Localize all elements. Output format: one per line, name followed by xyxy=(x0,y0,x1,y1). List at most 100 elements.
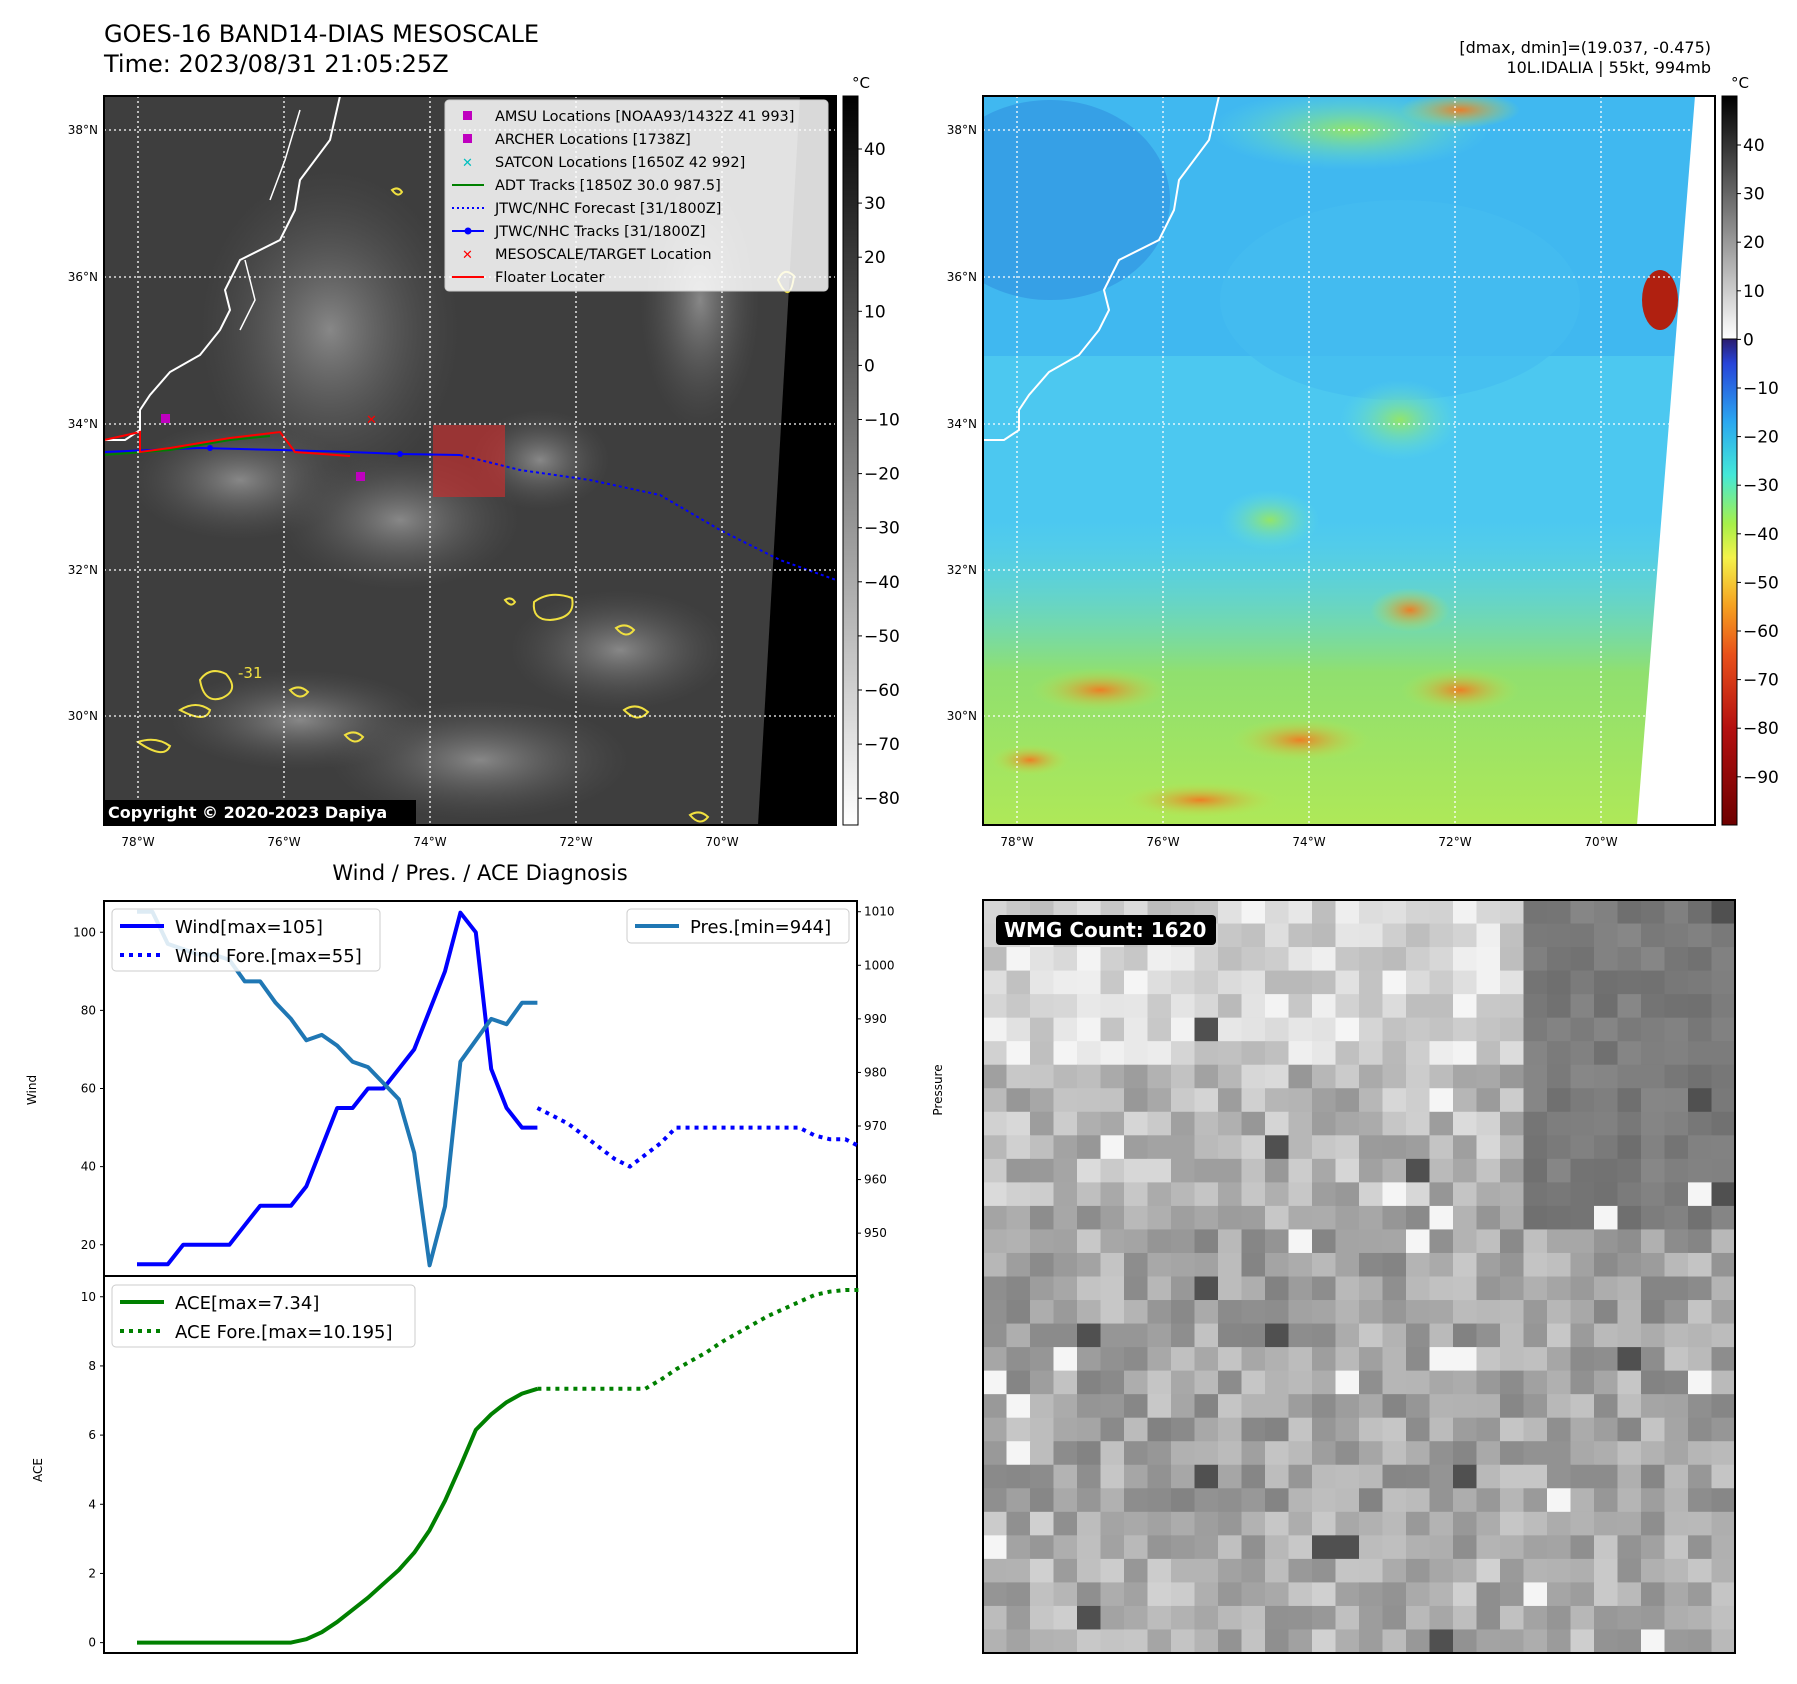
color-lat-label: 30°N xyxy=(947,709,977,723)
svg-text:AMSU Locations [NOAA93/1432Z 4: AMSU Locations [NOAA93/1432Z 41 993] xyxy=(495,109,794,125)
ace-tick-label: 4 xyxy=(88,1497,96,1511)
wind-axis-label: Wind xyxy=(25,1075,39,1105)
amsu-marker xyxy=(356,472,365,481)
legend-ace-fore: ACE Fore.[max=10.195] xyxy=(175,1322,393,1343)
coastline xyxy=(104,96,341,441)
color-colorbar-ticks: 40 30 20 10 0 −10 −20 −30 −40 −50 −60 −70 −80 −90 xyxy=(1737,136,1779,788)
color-colorbar-tick: −20 xyxy=(1743,428,1779,448)
ir-colorbar-tick: −70 xyxy=(864,735,900,755)
color-colorbar-tick: −30 xyxy=(1743,476,1779,496)
ir-legend-item: Floater Locater xyxy=(452,270,604,286)
ir-colorbar-tick: 20 xyxy=(864,248,886,268)
color-colorbar-tick: −60 xyxy=(1743,622,1779,642)
color-lat-label: 38°N xyxy=(947,123,977,137)
ace-axis-label: ACE xyxy=(31,1458,45,1482)
ir-colorbar-tick: 40 xyxy=(864,140,886,160)
pressure-legend: Pres.[min=944] xyxy=(626,908,850,944)
series-line-0 xyxy=(137,910,538,1267)
pressure-tick-label: 1000 xyxy=(864,958,895,972)
ace-tick-label: 0 xyxy=(88,1636,96,1650)
ir-lon-labels: 78°W 76°W 74°W 72°W 70°W xyxy=(121,835,738,849)
archer-marker xyxy=(161,414,170,423)
ir-colorbar-tick: −80 xyxy=(864,789,900,809)
ir-colorbar-tick: −50 xyxy=(864,627,900,647)
wind-tick-label: 40 xyxy=(81,1160,96,1174)
color-lat-labels: 38°N 36°N 34°N 32°N 30°N xyxy=(947,123,977,723)
color-lat-label: 36°N xyxy=(947,270,977,284)
ir-legend-item: JTWC/NHC Tracks [31/1800Z] xyxy=(452,224,706,240)
series-line-1 xyxy=(536,1106,862,1169)
svg-text:ADT Tracks [1850Z 30.0 987.5]: ADT Tracks [1850Z 30.0 987.5] xyxy=(495,178,721,194)
forecast-track xyxy=(459,454,836,581)
color-lon-label: 74°W xyxy=(1292,835,1325,849)
color-colorbar-tick: 10 xyxy=(1743,282,1765,302)
legend-wind: Wind[max=105] xyxy=(175,917,323,938)
ir-legend-item: AMSU Locations [NOAA93/1432Z 41 993] xyxy=(463,109,794,125)
ir-lat-label: 34°N xyxy=(68,417,98,431)
ir-lon-label: 74°W xyxy=(413,835,446,849)
pressure-tick-label: 990 xyxy=(864,1012,887,1026)
ir-legend-item: ADT Tracks [1850Z 30.0 987.5] xyxy=(452,178,721,194)
color-colorbar-tick: −90 xyxy=(1743,768,1779,788)
svg-text:✕: ✕ xyxy=(462,248,473,263)
svg-text:ARCHER Locations [1738Z]: ARCHER Locations [1738Z] xyxy=(495,132,691,148)
ir-lat-label: 38°N xyxy=(68,123,98,137)
color-colorbar-tick: −40 xyxy=(1743,525,1779,545)
ir-colorbar-tick: −10 xyxy=(864,411,900,431)
color-colorbar-tick: 20 xyxy=(1743,233,1765,253)
ace-series-line-0 xyxy=(137,1386,538,1645)
stats-line1: [dmax, dmin]=(19.037, -0.475) xyxy=(1459,38,1711,57)
color-colorbar-rainbow xyxy=(1721,338,1738,826)
ace-tick-label: 10 xyxy=(81,1290,96,1304)
ir-colorbar-tick: −40 xyxy=(864,573,900,593)
ir-legend-item: ✕ SATCON Locations [1650Z 42 992] xyxy=(462,155,745,171)
target-x-marker: ✕ xyxy=(366,413,377,428)
ir-colorbar-tick: 30 xyxy=(864,194,886,214)
pressure-tick-label: 970 xyxy=(864,1119,887,1133)
color-ir-panel xyxy=(983,96,1715,825)
ace-tick-label: 6 xyxy=(88,1428,96,1442)
wind-tick-label: 20 xyxy=(81,1238,96,1252)
svg-text:SATCON Locations [1650Z 42 992: SATCON Locations [1650Z 42 992] xyxy=(495,155,745,171)
legend-pressure: Pres.[min=944] xyxy=(690,917,831,938)
pressure-tick-label: 950 xyxy=(864,1226,887,1240)
stats-line2: 10L.IDALIA | 55kt, 994mb xyxy=(1506,58,1711,77)
ir-lon-label: 76°W xyxy=(267,835,300,849)
contour-label: -31 xyxy=(238,664,263,682)
color-lon-label: 72°W xyxy=(1438,835,1471,849)
ir-legend-item: ARCHER Locations [1738Z] xyxy=(463,132,691,148)
color-colorbar-tick: −50 xyxy=(1743,573,1779,593)
ir-lon-label: 78°W xyxy=(121,835,154,849)
pressure-tick-label: 960 xyxy=(864,1173,887,1187)
copyright-label: Copyright © 2020-2023 Dapiya xyxy=(108,803,387,822)
ir-lat-label: 30°N xyxy=(68,709,98,723)
coastline-color xyxy=(983,96,1220,441)
color-gridlines xyxy=(983,96,1715,825)
color-colorbar-tick: −10 xyxy=(1743,379,1779,399)
figure-title-line2: Time: 2023/08/31 21:05:25Z xyxy=(104,50,449,78)
ir-legend-item: ✕ MESOSCALE/TARGET Location xyxy=(462,247,712,263)
ir-colorbar-tick: 0 xyxy=(864,356,875,376)
pressure-axis-label: Pressure xyxy=(931,1064,945,1115)
legend-wind-fore: Wind Fore.[max=55] xyxy=(175,946,362,967)
color-lat-label: 32°N xyxy=(947,563,977,577)
color-lon-labels: 78°W 76°W 74°W 72°W 70°W xyxy=(1000,835,1617,849)
color-colorbar-tick: 40 xyxy=(1743,136,1765,156)
svg-text:JTWC/NHC Tracks [31/1800Z]: JTWC/NHC Tracks [31/1800Z] xyxy=(494,224,706,240)
color-colorbar-tick: 0 xyxy=(1743,330,1754,350)
ace-tick-label: 8 xyxy=(88,1359,96,1373)
color-lon-label: 70°W xyxy=(1584,835,1617,849)
adt-track xyxy=(104,435,271,456)
wind-tick-label: 100 xyxy=(73,925,96,939)
wind-legend: Wind[max=105] Wind Fore.[max=55] xyxy=(111,908,381,972)
legend-ace: ACE[max=7.34] xyxy=(175,1293,319,1314)
svg-text:Floater Locater: Floater Locater xyxy=(495,270,604,286)
svg-text:JTWC/NHC Forecast [31/1800Z]: JTWC/NHC Forecast [31/1800Z] xyxy=(494,201,721,217)
color-colorbar-tick: −70 xyxy=(1743,671,1779,691)
wmg-panel: WMG Count: 1620 xyxy=(982,899,1736,1654)
ir-legend: AMSU Locations [NOAA93/1432Z 41 993] ARCH… xyxy=(444,99,829,292)
ir-colorbar xyxy=(842,95,859,826)
ir-panel-frame xyxy=(103,95,837,826)
floater-track xyxy=(104,430,351,457)
